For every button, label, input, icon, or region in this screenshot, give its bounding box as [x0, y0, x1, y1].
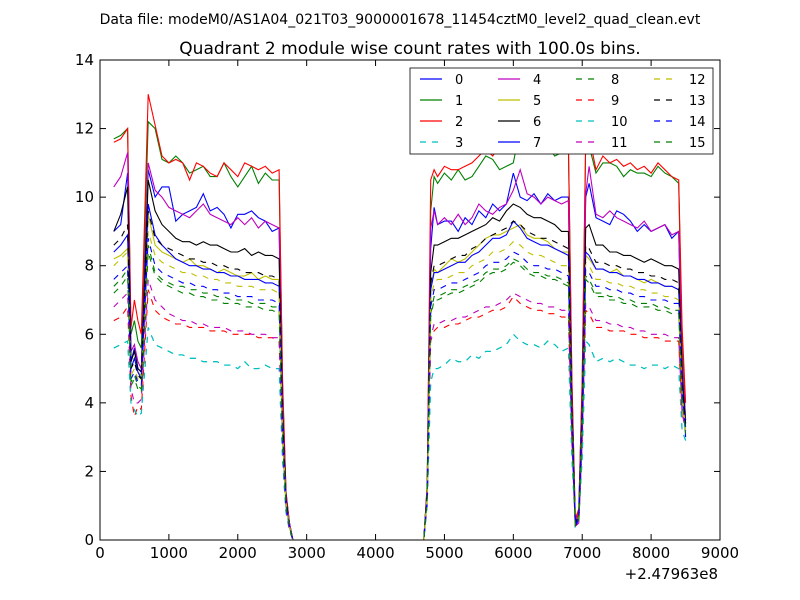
- legend-label-15: 15: [689, 136, 706, 151]
- x-tick-label: 1000: [150, 544, 188, 562]
- series-line-14: [113, 238, 687, 541]
- series-line-2: [113, 94, 687, 541]
- series-line-5: [113, 214, 687, 541]
- legend-box: [409, 67, 714, 155]
- x-tick-label: 0: [95, 544, 105, 562]
- plot-area: [113, 94, 687, 541]
- x-tick-label: 5000: [425, 544, 463, 562]
- series-line-15: [113, 251, 687, 541]
- x-tick-label: 2000: [219, 544, 257, 562]
- legend-label-5: 5: [533, 94, 541, 109]
- y-tick-label: 12: [75, 120, 94, 138]
- legend-label-4: 4: [533, 73, 541, 88]
- y-tick-label: 8: [84, 257, 94, 275]
- x-tick-label: 9000: [701, 544, 739, 562]
- legend-label-1: 1: [455, 94, 463, 109]
- legend-label-9: 9: [611, 94, 619, 109]
- series-line-4: [113, 152, 687, 541]
- x-tick-label: 7000: [563, 544, 601, 562]
- chart-title: Quadrant 2 module wise count rates with …: [179, 39, 640, 59]
- legend-label-6: 6: [533, 115, 541, 130]
- x-tick-label: 8000: [632, 544, 670, 562]
- legend-label-2: 2: [455, 115, 463, 130]
- y-tick-label: 10: [75, 188, 94, 206]
- series-line-11: [113, 279, 687, 541]
- data-file-title: Data file: modeM0/AS1A04_021T03_90000016…: [100, 12, 701, 28]
- series-line-7: [113, 203, 687, 541]
- series-line-12: [113, 231, 687, 541]
- series-line-0: [113, 169, 687, 541]
- x-axis-ticks: 0 1000 2000 3000 4000 5000 6000 7000 8000 9000: [95, 60, 739, 562]
- x-tick-label: 3000: [288, 544, 326, 562]
- legend-label-14: 14: [689, 115, 706, 130]
- y-tick-label: 2: [84, 462, 94, 480]
- series-line-13: [113, 210, 687, 541]
- y-tick-label: 4: [84, 394, 94, 412]
- series-layer: [113, 94, 687, 541]
- legend-label-10: 10: [611, 115, 628, 130]
- x-tick-label: 6000: [494, 544, 532, 562]
- legend-label-0: 0: [455, 73, 463, 88]
- y-tick-label: 0: [84, 531, 94, 549]
- legend-label-3: 3: [455, 136, 463, 151]
- legend-label-7: 7: [533, 136, 541, 151]
- series-line-10: [113, 327, 687, 541]
- series-line-8: [113, 244, 687, 541]
- x-offset-label: +2.47963e8: [625, 565, 718, 583]
- legend-label-13: 13: [689, 94, 706, 109]
- x-tick-label: 4000: [356, 544, 394, 562]
- series-line-6: [113, 179, 687, 541]
- axes-frame: [99, 59, 721, 541]
- series-line-1: [113, 120, 687, 541]
- y-tick-label: 6: [84, 325, 94, 343]
- series-line-9: [113, 289, 687, 541]
- legend-label-8: 8: [611, 73, 619, 88]
- legend-label-12: 12: [689, 73, 706, 88]
- legend-label-11: 11: [611, 136, 628, 151]
- y-tick-label: 14: [75, 51, 94, 69]
